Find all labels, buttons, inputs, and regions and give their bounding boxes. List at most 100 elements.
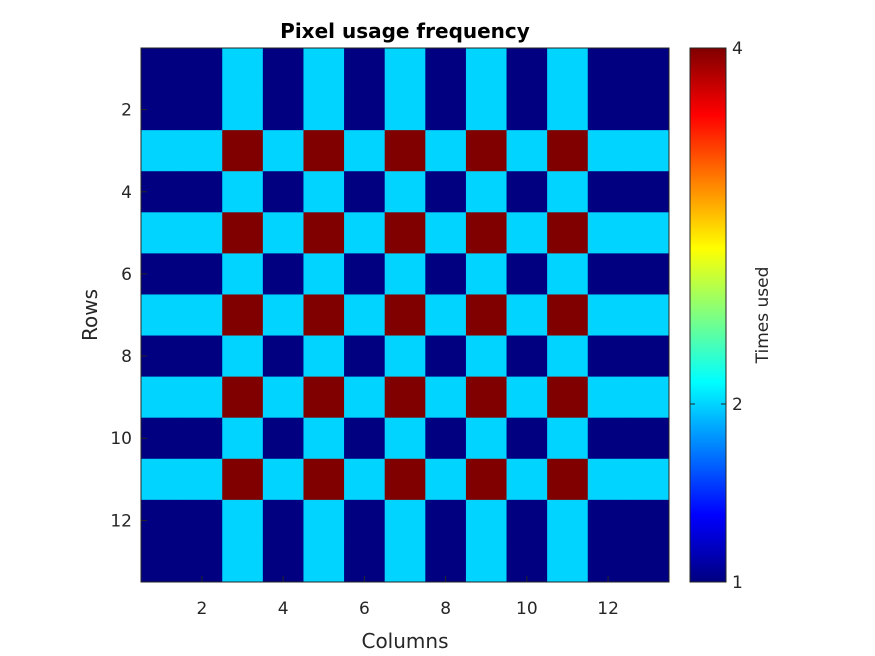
heatmap-cell [425, 540, 467, 583]
heatmap-cell [181, 171, 223, 213]
heatmap-cell [465, 48, 507, 90]
heatmap-cell [547, 417, 589, 460]
heatmap-cell [303, 130, 345, 172]
heatmap-cell [303, 376, 345, 419]
heatmap-cell [425, 89, 467, 131]
x-tick-label: 6 [359, 599, 370, 619]
heatmap-cell [222, 253, 264, 295]
heatmap-cell [141, 171, 183, 213]
heatmap-cell [384, 376, 426, 419]
heatmap-cell [547, 130, 589, 172]
heatmap-cell [181, 130, 223, 172]
heatmap-cell [344, 335, 386, 378]
heatmap-cell [141, 335, 183, 378]
heatmap-cell [547, 48, 589, 90]
heatmap-cell [384, 499, 426, 542]
heatmap-cell [465, 417, 507, 460]
heatmap-cell [303, 48, 345, 90]
heatmap-cell [587, 171, 629, 213]
heatmap-cell [344, 458, 386, 501]
heatmap-cell [141, 376, 183, 419]
heatmap-cell [181, 458, 223, 501]
heatmap-cell [141, 89, 183, 131]
heatmap-cell [303, 417, 345, 460]
heatmap-cell [262, 335, 304, 378]
heatmap-cell [141, 499, 183, 542]
heatmap-cell [547, 294, 589, 336]
heatmap-cell [181, 499, 223, 542]
heatmap-cell [141, 540, 183, 583]
heatmap-cell [141, 212, 183, 254]
y-tick-label: 12 [110, 511, 132, 531]
heatmap-cell [181, 253, 223, 295]
heatmap-cell [587, 458, 629, 501]
heatmap-cell [141, 48, 183, 90]
heatmap-cell [506, 171, 548, 213]
heatmap-cell [628, 458, 670, 501]
heatmap-cell [384, 130, 426, 172]
heatmap-cell [425, 294, 467, 336]
x-tick-label: 8 [440, 599, 451, 619]
heatmap-cell [628, 89, 670, 131]
heatmap-cell [344, 253, 386, 295]
heatmap-cell [262, 499, 304, 542]
y-tick-label: 2 [121, 101, 132, 121]
heatmap-cell [628, 540, 670, 583]
heatmap-cell [222, 171, 264, 213]
heatmap-cell [628, 253, 670, 295]
heatmap-cell [303, 171, 345, 213]
heatmap-cell [222, 540, 264, 583]
heatmap-cell [303, 499, 345, 542]
heatmap-cell [141, 417, 183, 460]
heatmap-cell [384, 294, 426, 336]
heatmap-cell [628, 335, 670, 378]
heatmap-cell [506, 376, 548, 419]
heatmap-cell [222, 335, 264, 378]
heatmap-cell [344, 376, 386, 419]
heatmap-cell [222, 294, 264, 336]
x-tick-label: 2 [197, 599, 208, 619]
heatmap-cell [425, 417, 467, 460]
heatmap-cell [222, 417, 264, 460]
heatmap-cell [506, 458, 548, 501]
heatmap-cell [465, 499, 507, 542]
colorbar-tick-label: 4 [732, 39, 743, 59]
heatmap-cell [587, 417, 629, 460]
y-axis-ticks: 2 4 6 8 10 12 [110, 101, 147, 531]
heatmap-cell [222, 89, 264, 131]
heatmap-cell [465, 171, 507, 213]
heatmap-cell [384, 335, 426, 378]
heatmap-cell [628, 294, 670, 336]
heatmap-cell [384, 48, 426, 90]
heatmap-cell [425, 48, 467, 90]
colorbar [689, 47, 727, 583]
x-tick-label: 12 [597, 599, 619, 619]
heatmap-cell [344, 89, 386, 131]
heatmap-cell [344, 540, 386, 583]
heatmap-cell [506, 89, 548, 131]
heatmap-cell [222, 376, 264, 419]
heatmap-cell [465, 458, 507, 501]
heatmap-cells [141, 48, 670, 583]
heatmap-cell [628, 48, 670, 90]
heatmap-cell [303, 212, 345, 254]
heatmap-cell [628, 417, 670, 460]
heatmap-cell [465, 540, 507, 583]
heatmap-cell [506, 499, 548, 542]
colorbar-ticks: 1 2 4 [690, 39, 743, 593]
heatmap-cell [222, 130, 264, 172]
heatmap-cell [222, 458, 264, 501]
heatmap-cell [628, 171, 670, 213]
heatmap-cell [344, 48, 386, 90]
heatmap-cell [181, 417, 223, 460]
heatmap-cell [547, 499, 589, 542]
heatmap-cell [181, 335, 223, 378]
heatmap-cell [587, 89, 629, 131]
heatmap-cell [547, 89, 589, 131]
heatmap-cell [303, 294, 345, 336]
heatmap-cell [262, 376, 304, 419]
heatmap-cell [262, 540, 304, 583]
heatmap-cell [506, 253, 548, 295]
x-axis-ticks: 2 4 6 8 10 12 [197, 576, 619, 619]
heatmap-cell [384, 171, 426, 213]
